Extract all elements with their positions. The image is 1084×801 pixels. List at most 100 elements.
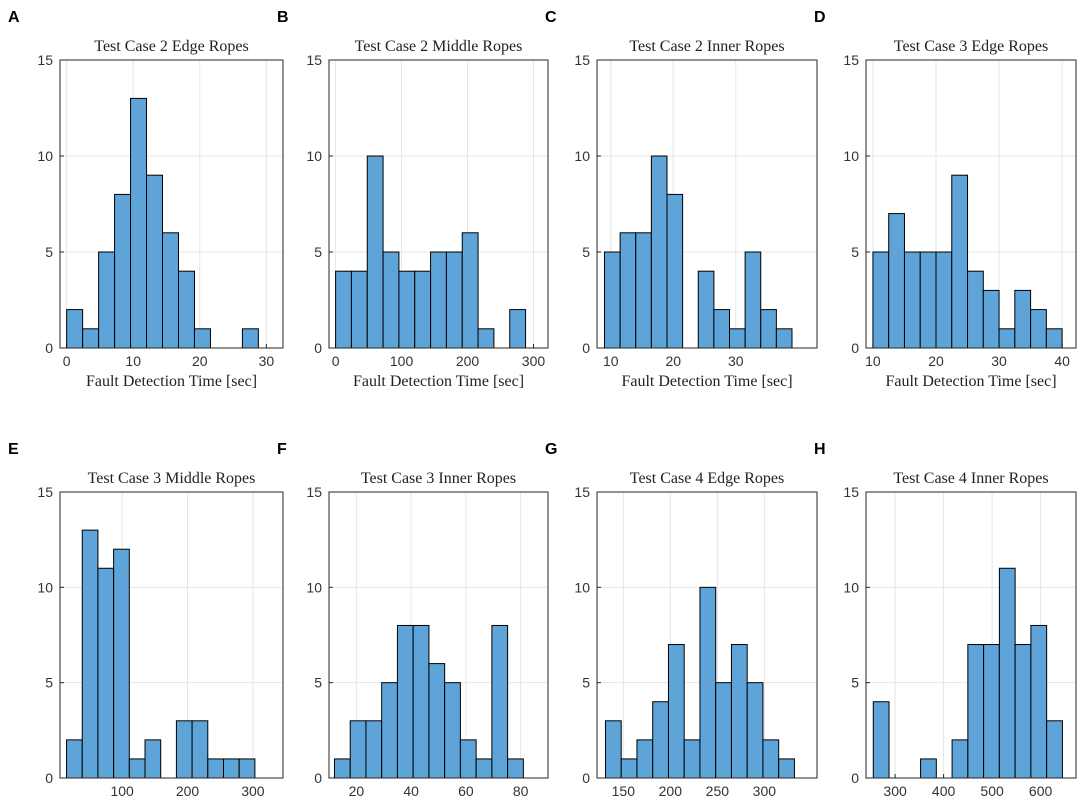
y-tick-label: 15: [37, 52, 53, 68]
chart-title: Test Case 2 Inner Ropes: [629, 38, 784, 55]
bar: [428, 663, 446, 779]
bar: [146, 174, 164, 349]
y-tick-label: 0: [314, 340, 322, 356]
chart-title: Test Case 2 Middle Ropes: [355, 38, 523, 55]
bar: [1045, 328, 1063, 349]
panel-label: F: [277, 441, 287, 458]
bar: [222, 758, 240, 779]
bar: [778, 758, 795, 779]
x-tick-label: 80: [513, 783, 529, 799]
bar: [414, 270, 432, 349]
bar: [699, 586, 717, 779]
y-tick-label: 5: [45, 244, 53, 260]
y-tick-label: 10: [306, 148, 322, 164]
bar: [66, 739, 83, 779]
chart-title: Test Case 3 Inner Ropes: [361, 470, 516, 487]
axes-frame: [59, 491, 284, 779]
y-tick-label: 15: [843, 484, 859, 500]
y-tick-label: 5: [582, 675, 590, 691]
bar: [491, 624, 509, 779]
axes-frame: [865, 59, 1077, 349]
bar: [191, 720, 209, 779]
x-tick-label: 10: [125, 353, 141, 369]
bar: [1030, 624, 1048, 779]
bar: [193, 328, 211, 349]
panel-label: A: [8, 9, 20, 26]
x-tick-label: 300: [883, 783, 907, 799]
y-tick-label: 10: [843, 148, 859, 164]
x-tick-label: 200: [659, 783, 683, 799]
x-tick-label: 100: [110, 783, 134, 799]
x-tick-label: 20: [665, 353, 681, 369]
axes-frame: [596, 59, 818, 349]
bar: [635, 232, 652, 349]
bar: [652, 701, 669, 779]
y-tick-label: 15: [306, 484, 322, 500]
bar: [951, 174, 969, 349]
chart-title: Test Case 3 Edge Ropes: [894, 38, 1048, 55]
y-tick-label: 15: [843, 52, 859, 68]
bar: [636, 739, 654, 779]
bar: [207, 758, 224, 779]
bar: [729, 328, 746, 349]
x-tick-label: 250: [706, 783, 730, 799]
x-tick-label: 200: [456, 353, 480, 369]
bar: [144, 739, 162, 779]
bar: [475, 758, 493, 779]
bar: [507, 758, 524, 779]
x-tick-label: 30: [259, 353, 275, 369]
y-tick-label: 15: [574, 484, 590, 500]
bar: [775, 328, 793, 349]
x-tick-label: 10: [603, 353, 619, 369]
bar: [459, 739, 477, 779]
bar: [951, 739, 969, 779]
x-tick-label: 0: [63, 353, 71, 369]
bar: [760, 309, 777, 349]
y-tick-label: 0: [851, 770, 859, 786]
chart-title: Test Case 4 Inner Ropes: [893, 470, 1048, 487]
bar: [430, 251, 447, 349]
y-tick-label: 0: [851, 340, 859, 356]
bar: [903, 251, 921, 349]
x-tick-label: 400: [932, 783, 956, 799]
y-tick-label: 0: [314, 770, 322, 786]
bar: [715, 682, 732, 779]
panel-label: B: [277, 9, 289, 26]
panel-label: H: [814, 441, 826, 458]
bar: [381, 682, 398, 779]
y-tick-label: 0: [582, 340, 590, 356]
bar: [130, 97, 148, 349]
bar: [382, 251, 400, 349]
bar: [396, 624, 414, 779]
bar: [650, 155, 668, 349]
bar: [333, 758, 351, 779]
x-tick-label: 150: [612, 783, 636, 799]
bar: [744, 251, 762, 349]
x-tick-label: 60: [458, 783, 474, 799]
bar: [1046, 720, 1063, 779]
bar: [366, 155, 384, 349]
y-tick-label: 0: [45, 770, 53, 786]
x-tick-label: 300: [241, 783, 265, 799]
axes-frame: [865, 491, 1077, 779]
y-tick-label: 10: [37, 579, 53, 595]
panel-label: G: [545, 441, 557, 458]
bar: [162, 232, 179, 349]
axes-frame: [596, 491, 818, 779]
bar: [1014, 289, 1032, 349]
bar: [398, 270, 416, 349]
bar: [365, 720, 383, 779]
y-tick-label: 15: [574, 52, 590, 68]
x-tick-label: 40: [1054, 353, 1070, 369]
bar: [349, 720, 367, 779]
y-tick-label: 0: [45, 340, 53, 356]
y-tick-label: 5: [851, 244, 859, 260]
bar: [175, 720, 193, 779]
bar: [697, 270, 715, 349]
chart-title: Test Case 4 Edge Ropes: [630, 470, 784, 487]
bar: [177, 270, 195, 349]
x-tick-label: 300: [522, 353, 546, 369]
bar: [335, 270, 352, 349]
bar: [114, 193, 132, 349]
x-tick-label: 20: [928, 353, 944, 369]
